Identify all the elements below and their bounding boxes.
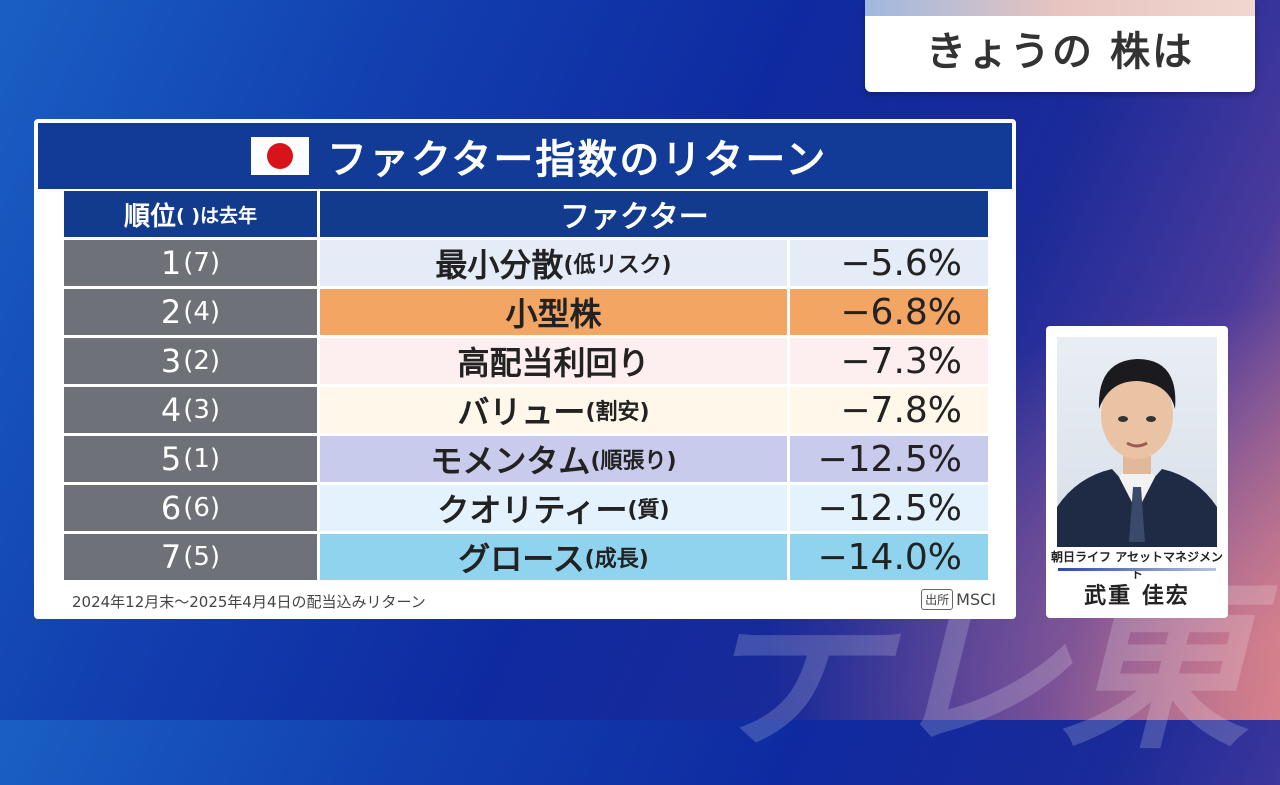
table-row: 6 (6) クオリティー (質) −12.5% bbox=[64, 485, 988, 531]
factor-name-cell: 最小分散 (低リスク) bbox=[320, 240, 787, 286]
previous-rank: (2) bbox=[183, 346, 221, 376]
factor-note: (成長) bbox=[584, 547, 649, 572]
commentator-card: 朝日ライフ アセットマネジメント 武重 佳宏 bbox=[1046, 326, 1228, 618]
rank-number: 3 bbox=[160, 342, 182, 380]
previous-rank: (1) bbox=[183, 444, 221, 474]
factor-name: 高配当利回り bbox=[457, 344, 650, 382]
previous-rank: (7) bbox=[183, 248, 221, 278]
previous-rank: (6) bbox=[183, 493, 221, 523]
source-label: 出所 bbox=[921, 589, 954, 610]
factor-name-cell: モメンタム (順張り) bbox=[320, 436, 787, 482]
commentator-affiliation: 朝日ライフ アセットマネジメント bbox=[1051, 550, 1223, 581]
table-row: 3 (2) 高配当利回り −7.3% bbox=[64, 338, 988, 384]
factor-name: クオリティー bbox=[437, 491, 628, 529]
table-row: 7 (5) グロース (成長) −14.0% bbox=[64, 534, 988, 580]
rank-cell: 5 (1) bbox=[64, 436, 317, 482]
factor-name-cell: 小型株 bbox=[320, 289, 787, 335]
factor-note: (割安) bbox=[585, 400, 650, 425]
commentator-photo bbox=[1057, 337, 1217, 547]
return-value: −7.3% bbox=[790, 338, 988, 384]
program-corner-banner: きょうの 株は bbox=[865, 0, 1255, 92]
factor-name: モメンタム bbox=[430, 442, 591, 480]
rank-cell: 6 (6) bbox=[64, 485, 317, 531]
japan-flag-icon bbox=[251, 137, 309, 175]
factor-note: (質) bbox=[627, 498, 670, 523]
previous-rank: (4) bbox=[183, 297, 221, 327]
return-value: −6.8% bbox=[790, 289, 988, 335]
rank-cell: 7 (5) bbox=[64, 534, 317, 580]
previous-rank: (3) bbox=[183, 395, 221, 425]
rank-cell: 2 (4) bbox=[64, 289, 317, 335]
return-value: −12.5% bbox=[790, 485, 988, 531]
factor-name-cell: クオリティー (質) bbox=[320, 485, 787, 531]
rank-cell: 3 (2) bbox=[64, 338, 317, 384]
source-name: MSCI bbox=[956, 590, 996, 609]
factor-name: 最小分散 bbox=[435, 246, 564, 284]
corner-title: きょうの 株は bbox=[926, 29, 1194, 75]
rank-number: 7 bbox=[160, 538, 182, 576]
factor-name: 小型株 bbox=[505, 295, 602, 333]
return-value: −14.0% bbox=[790, 534, 988, 580]
table-body: 1 (7) 最小分散 (低リスク) −5.6% 2 (4) 小型株 −6.8% 3 (2) 高配当利回… bbox=[64, 240, 988, 580]
header-factor: ファクター bbox=[320, 191, 988, 237]
factor-note: (順張り) bbox=[590, 449, 677, 474]
table-row: 4 (3) バリュー (割安) −7.8% bbox=[64, 387, 988, 433]
panel-header: ファクター指数のリターン bbox=[38, 123, 1012, 189]
header-rank-main: 順位 bbox=[124, 201, 177, 232]
return-value: −7.8% bbox=[790, 387, 988, 433]
table-row: 5 (1) モメンタム (順張り) −12.5% bbox=[64, 436, 988, 482]
return-value: −12.5% bbox=[790, 436, 988, 482]
factor-name: バリュー bbox=[457, 393, 586, 431]
panel-title: ファクター指数のリターン bbox=[327, 137, 828, 183]
source-credit: 出所 MSCI bbox=[921, 589, 996, 610]
rank-cell: 1 (7) bbox=[64, 240, 317, 286]
factor-name-cell: バリュー (割安) bbox=[320, 387, 787, 433]
factor-name-cell: グロース (成長) bbox=[320, 534, 787, 580]
table-header: 順位( )は去年 ファクター bbox=[64, 191, 988, 237]
rank-number: 4 bbox=[160, 391, 182, 429]
return-value: −5.6% bbox=[790, 240, 988, 286]
previous-rank: (5) bbox=[183, 542, 221, 572]
table-row: 2 (4) 小型株 −6.8% bbox=[64, 289, 988, 335]
factor-return-panel: ファクター指数のリターン 順位( )は去年 ファクター 1 (7) 最小分散 (低リス… bbox=[34, 119, 1016, 619]
ranking-table: 順位( )は去年 ファクター 1 (7) 最小分散 (低リスク) −5.6% 2 (4) 小型… bbox=[64, 191, 988, 580]
factor-name-cell: 高配当利回り bbox=[320, 338, 787, 384]
table-row: 1 (7) 最小分散 (低リスク) −5.6% bbox=[64, 240, 988, 286]
commentator-name: 武重 佳宏 bbox=[1084, 584, 1190, 609]
header-rank: 順位( )は去年 bbox=[64, 191, 317, 237]
rank-cell: 4 (3) bbox=[64, 387, 317, 433]
flag-sun bbox=[267, 143, 293, 169]
corner-accent-bar bbox=[865, 0, 1255, 16]
footnote: 2024年12月末〜2025年4月4日の配当込みリターン bbox=[72, 593, 426, 611]
rank-number: 5 bbox=[160, 440, 182, 478]
rank-number: 2 bbox=[160, 293, 182, 331]
portrait-image bbox=[1057, 359, 1217, 547]
rank-number: 1 bbox=[160, 244, 182, 282]
header-rank-note: ( )は去年 bbox=[176, 204, 257, 227]
affiliation-divider bbox=[1058, 568, 1216, 571]
factor-name: グロース bbox=[458, 540, 585, 578]
factor-note: (低リスク) bbox=[563, 253, 672, 278]
rank-number: 6 bbox=[160, 489, 182, 527]
